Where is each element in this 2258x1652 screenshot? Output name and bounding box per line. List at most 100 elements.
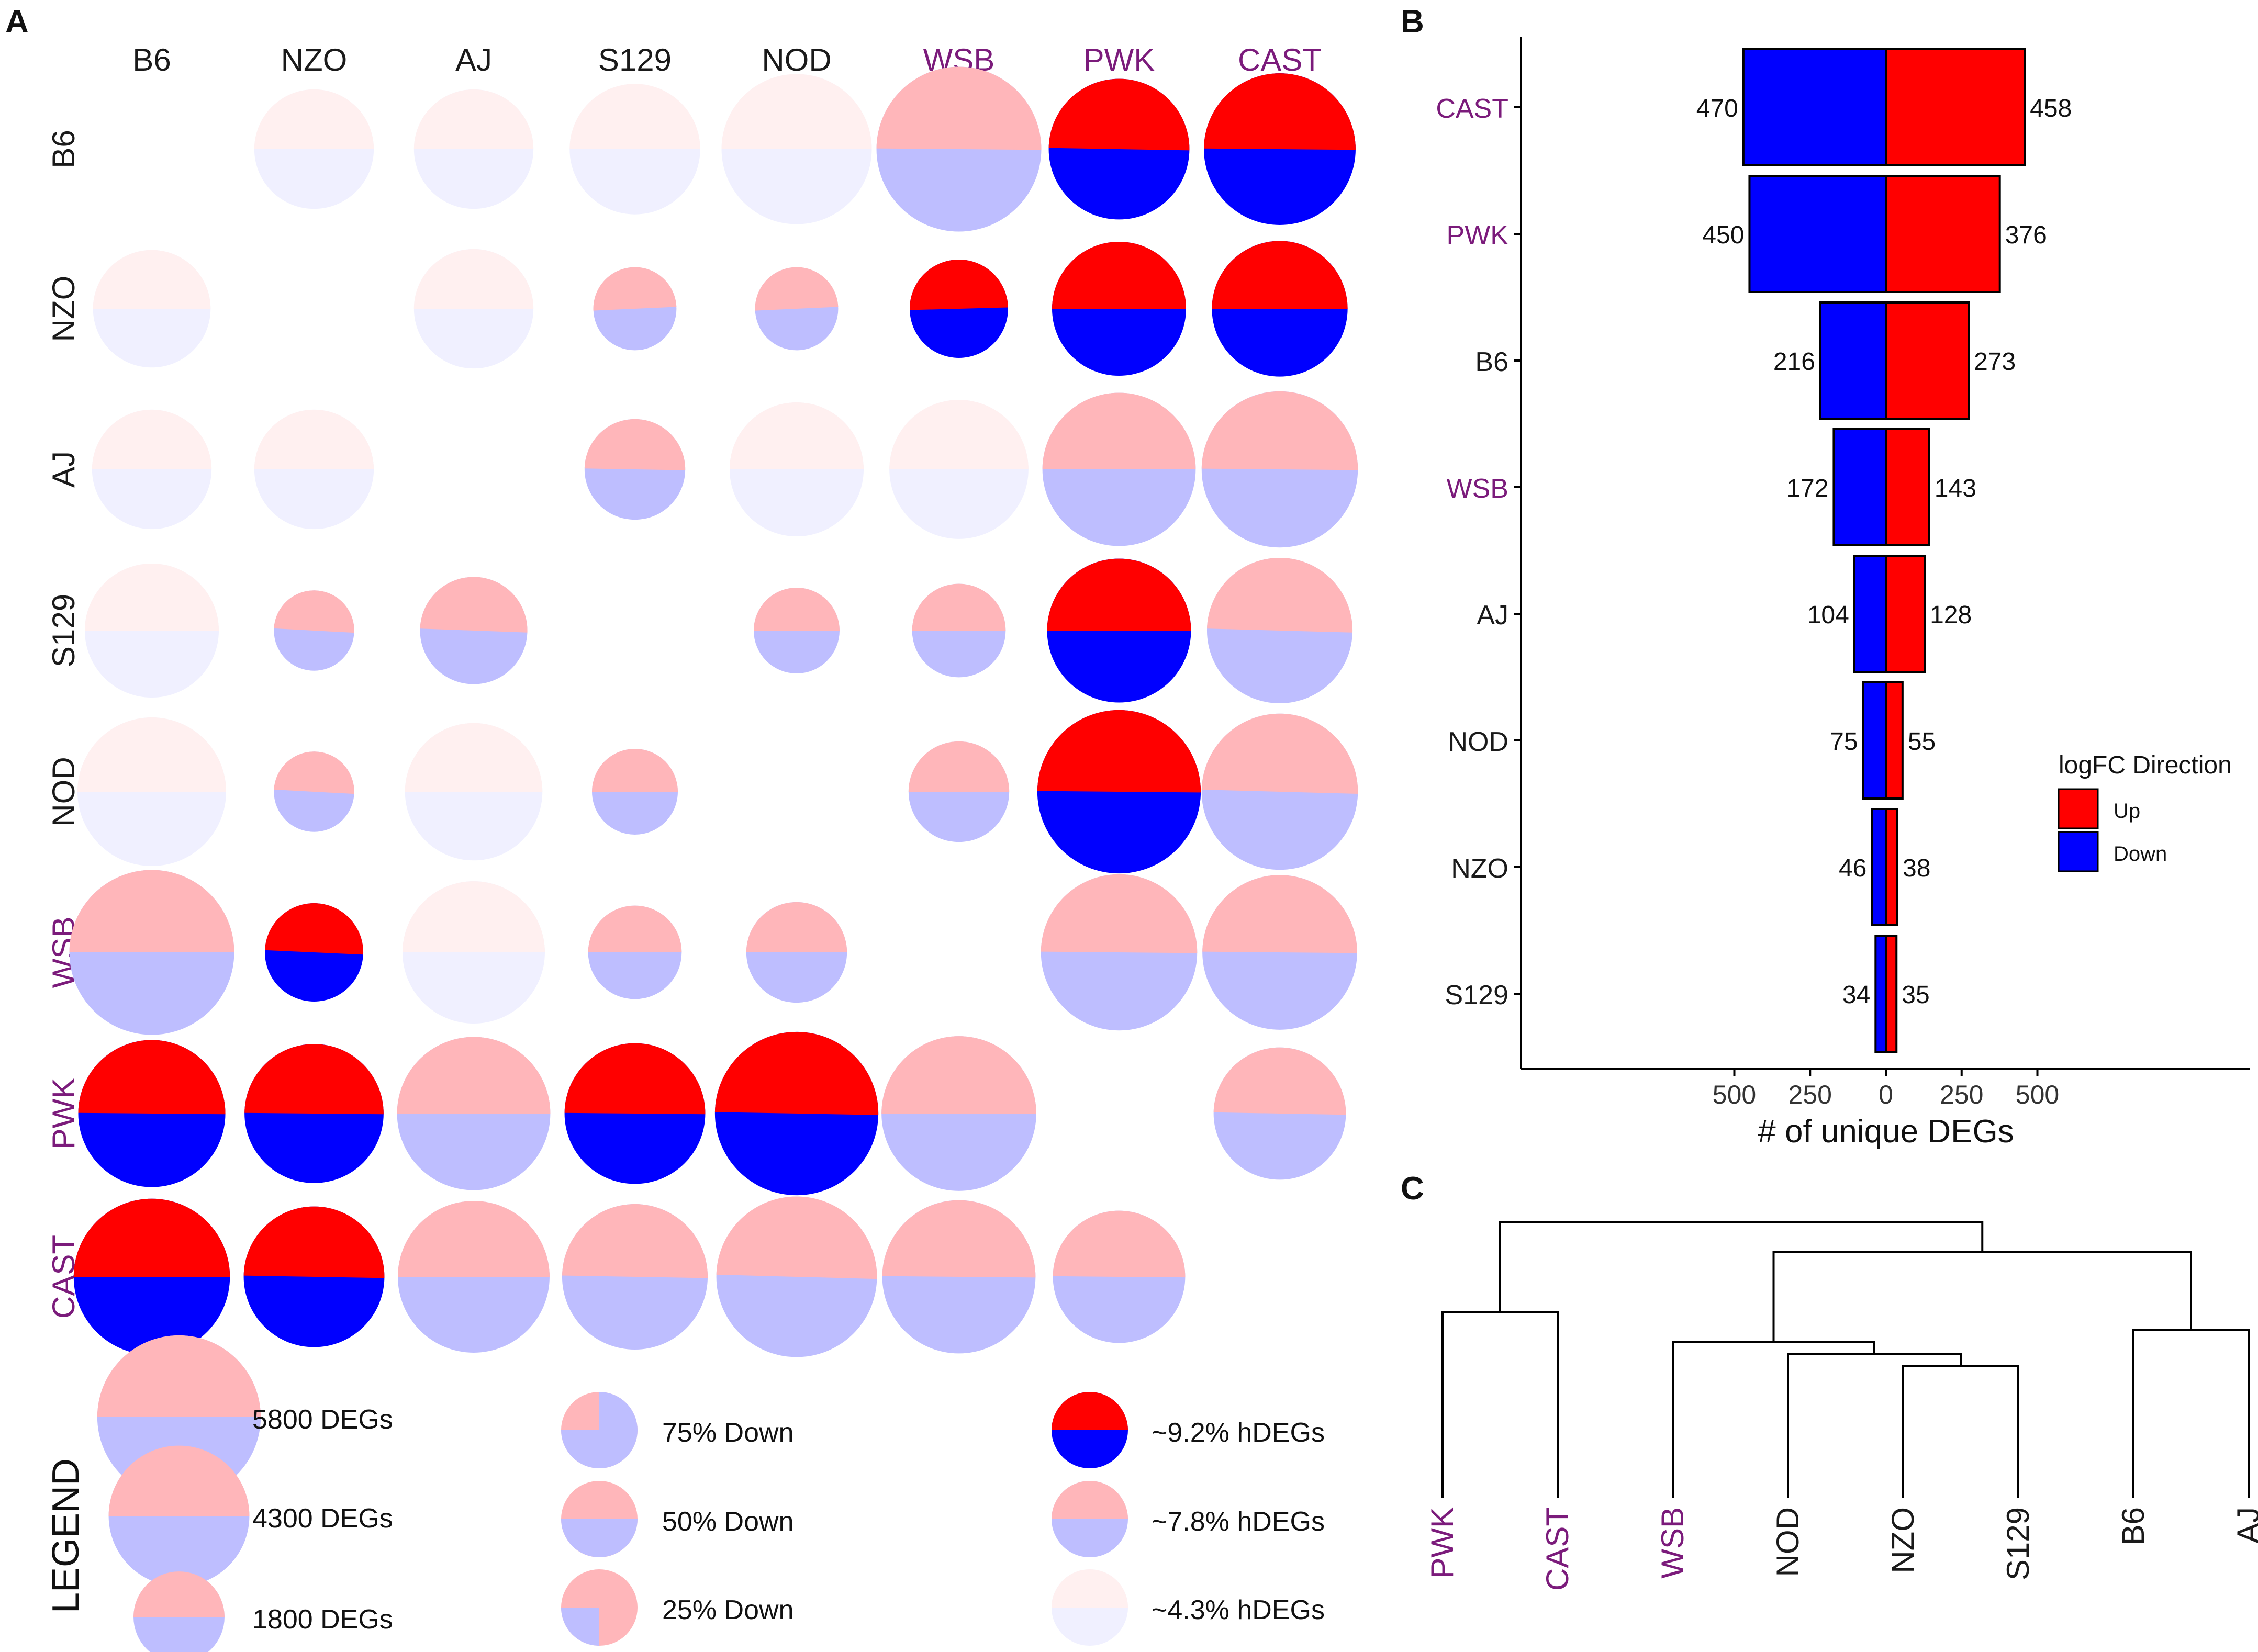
dendrogram-leaf-aj: AJ [2231,1507,2258,1544]
pie-pwk-nzo [244,1044,384,1183]
pie-b6-nod [721,74,872,224]
dendrogram-branch [1787,1353,1962,1498]
bar-up-b6 [1885,301,1970,420]
panel-b-label: B [1401,4,1424,40]
pie-cast-nzo [243,1206,385,1347]
bar-down-value-label: 75 [1830,728,1858,756]
bar-down-value-label: 470 [1696,95,1738,122]
pie-b6-aj [413,89,534,209]
x-tick-label: 250 [1788,1080,1832,1109]
pie-wsb-nod [746,902,847,1003]
legend-down-pie-down [561,1608,599,1646]
pie-b6-wsb-up-slice [876,66,1042,150]
bar-down-nzo [1871,808,1887,926]
bar-up-value-label: 273 [1974,348,2016,376]
pie-s129-cast-up-slice [1206,557,1353,633]
pie-s129-b6 [84,563,219,698]
legend-down-pie-down [561,1392,638,1468]
pie-nod-cast [1201,713,1358,870]
column-header-nod: NOD [762,42,831,77]
bar-up-wsb [1885,428,1930,546]
legend-hdeg-pie-1 [1052,1569,1128,1646]
pie-nzo-aj-up-slice [413,249,534,309]
pie-s129-aj-up-slice [420,577,528,633]
pie-nod-s129 [592,749,678,835]
legend-size-pie-5800-up-slice [97,1335,261,1417]
bar-up-value-label: 35 [1902,981,1929,1009]
pie-nzo-s129-up-slice [593,267,677,311]
dendrogram-branch [2132,1329,2250,1498]
row-header-b6: B6 [46,130,81,168]
pie-wsb-b6-up-slice [69,870,234,952]
bar-up-nzo [1885,808,1899,926]
pie-nzo-cast [1212,241,1348,377]
y-tick-label-pwk: PWK [1447,220,1509,251]
dendrogram-branch [1672,1341,1875,1498]
legend-size-pie-4300 [108,1445,250,1587]
bar-up-value-label: 55 [1908,728,1936,756]
bar-legend-down-swatch [2058,831,2099,872]
row-header-s129: S129 [46,594,81,667]
dendrogram-leaf-nod: NOD [1770,1507,1805,1577]
pie-nzo-s129 [593,267,677,351]
pie-wsb-pwk [1041,874,1198,1031]
bar-down-value-label: 104 [1807,601,1849,629]
pie-b6-wsb [876,66,1042,232]
pie-cast-aj [398,1201,550,1353]
pie-nod-pwk [1037,710,1201,874]
pie-pwk-s129 [564,1043,706,1184]
pie-s129-nzo-up-slice [274,590,354,633]
bar-down-value-label: 172 [1786,475,1828,502]
legend-down-pie-75 [561,1392,638,1468]
pie-nod-nzo-up-slice [274,751,354,794]
pie-nod-wsb-up-slice [908,741,1010,792]
pie-s129-cast [1206,557,1353,704]
pie-pwk-nod [714,1031,879,1196]
panel-c-label: C [1401,1171,1424,1207]
bar-up-value-label: 376 [2005,221,2047,249]
y-tick-label-cast: CAST [1436,94,1508,124]
legend-hdeg-pie-1-up-slice [1052,1569,1128,1608]
pie-nzo-nod [755,267,839,351]
bar-up-nod [1885,681,1904,800]
bar-up-aj [1885,555,1926,673]
pie-b6-cast-up-slice [1204,73,1356,150]
column-header-nzo: NZO [281,42,348,77]
pie-cast-s129-up-slice [562,1204,708,1278]
y-tick-label-nod: NOD [1448,727,1508,757]
legend-title: LEGEND [45,1458,87,1613]
legend-hdeg-label: ~9.2% hDEGs [1152,1418,1325,1448]
pie-aj-b6 [92,409,212,530]
pie-s129-pwk-up-slice [1047,558,1191,631]
legend-size-pie-1800-up-slice [133,1571,225,1617]
pie-aj-wsb [889,400,1029,539]
pie-s129-wsb [912,583,1006,678]
pie-pwk-aj-up-slice [397,1037,551,1114]
pie-s129-wsb-up-slice [912,583,1006,631]
x-tick-label: 500 [1713,1080,1756,1109]
legend-size-pie-1800 [133,1571,225,1652]
pie-s129-b6-up-slice [84,563,219,631]
legend-hdeg-pie-2-up-slice [1052,1481,1128,1519]
row-header-pwk: PWK [46,1078,81,1150]
column-header-pwk: PWK [1083,42,1155,77]
pie-s129-pwk [1047,558,1191,703]
bar-down-value-label: 46 [1839,855,1866,882]
pie-nzo-wsb-up-slice [910,260,1008,310]
pie-b6-s129-up-slice [569,84,700,149]
pie-b6-aj-up-slice [413,89,534,149]
pie-aj-pwk-up-slice [1042,392,1196,469]
deg-bar-panel: 470 458 CAST 450 376 PWK 216 273 B6 172 143 WSB 104 1… [1436,37,2250,1150]
x-tick-label: 500 [2016,1080,2059,1109]
pie-wsb-cast [1202,875,1357,1030]
bar-legend-title: logFC Direction [2059,751,2232,779]
legend-hdeg-label: ~4.3% hDEGs [1152,1595,1325,1625]
pie-cast-b6-up-slice [73,1198,230,1277]
legend-hdeg-label: ~7.8% hDEGs [1152,1507,1325,1537]
pie-b6-nzo-up-slice [254,89,374,149]
legend-size-label: 1800 DEGs [252,1604,393,1635]
pie-cast-pwk-up-slice [1053,1210,1186,1278]
legend-hdeg-pie-3 [1052,1392,1128,1468]
dendrogram-branch [1902,1365,2019,1498]
pie-wsb-aj-up-slice [403,881,545,952]
